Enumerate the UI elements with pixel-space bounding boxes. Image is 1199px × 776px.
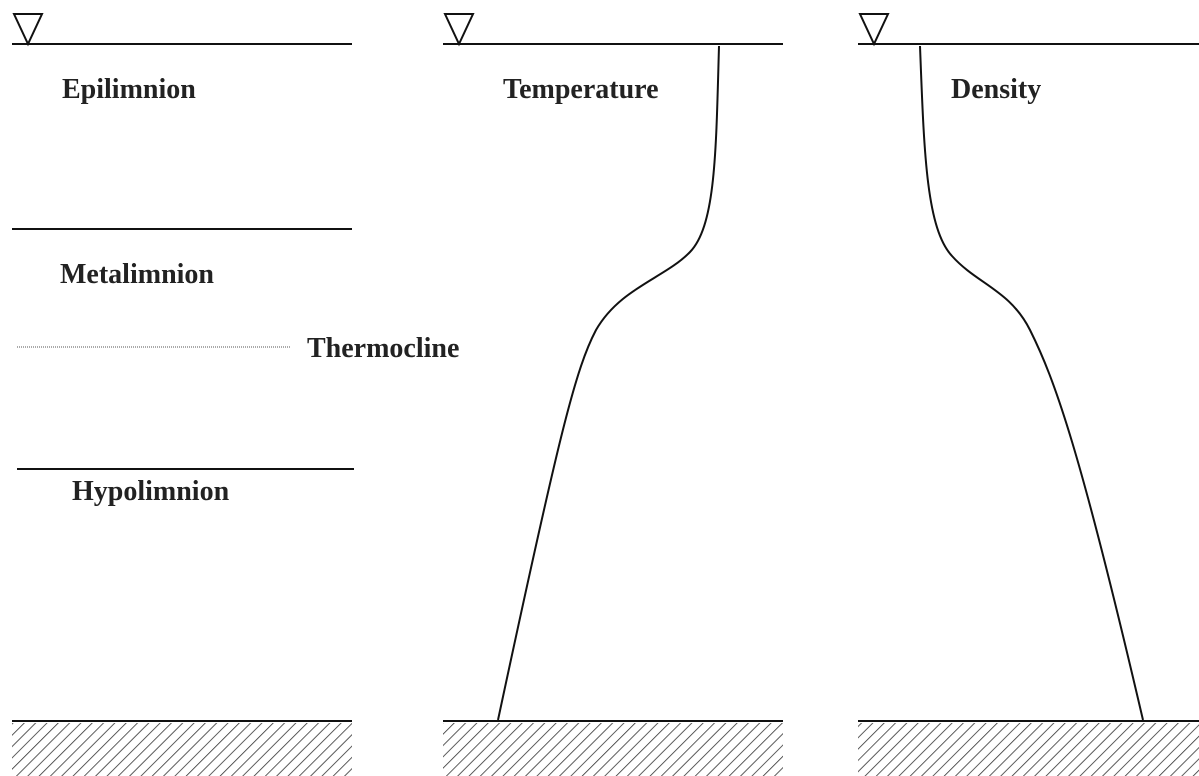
sediment (12, 723, 352, 776)
density-profile (919, 45, 1144, 721)
layer-label: Thermocline (307, 333, 459, 364)
panel-layers: Epilimnion Metalimnion Thermocline Hypol… (12, 13, 459, 776)
sediment (443, 723, 783, 776)
panel-density: Density (858, 13, 1199, 776)
water-surface-symbol (12, 13, 44, 47)
panel-temperature: Temperature (443, 13, 783, 776)
water-surface-symbol (858, 13, 890, 47)
sediment (858, 723, 1199, 776)
profile-label: Density (951, 74, 1041, 105)
layer-label: Metalimnion (60, 259, 214, 290)
layer-label: Hypolimnion (72, 476, 230, 507)
temperature-profile (497, 45, 720, 721)
layer-label: Epilimnion (62, 74, 196, 105)
water-surface-symbol (443, 13, 475, 47)
profile-label: Temperature (503, 74, 659, 105)
